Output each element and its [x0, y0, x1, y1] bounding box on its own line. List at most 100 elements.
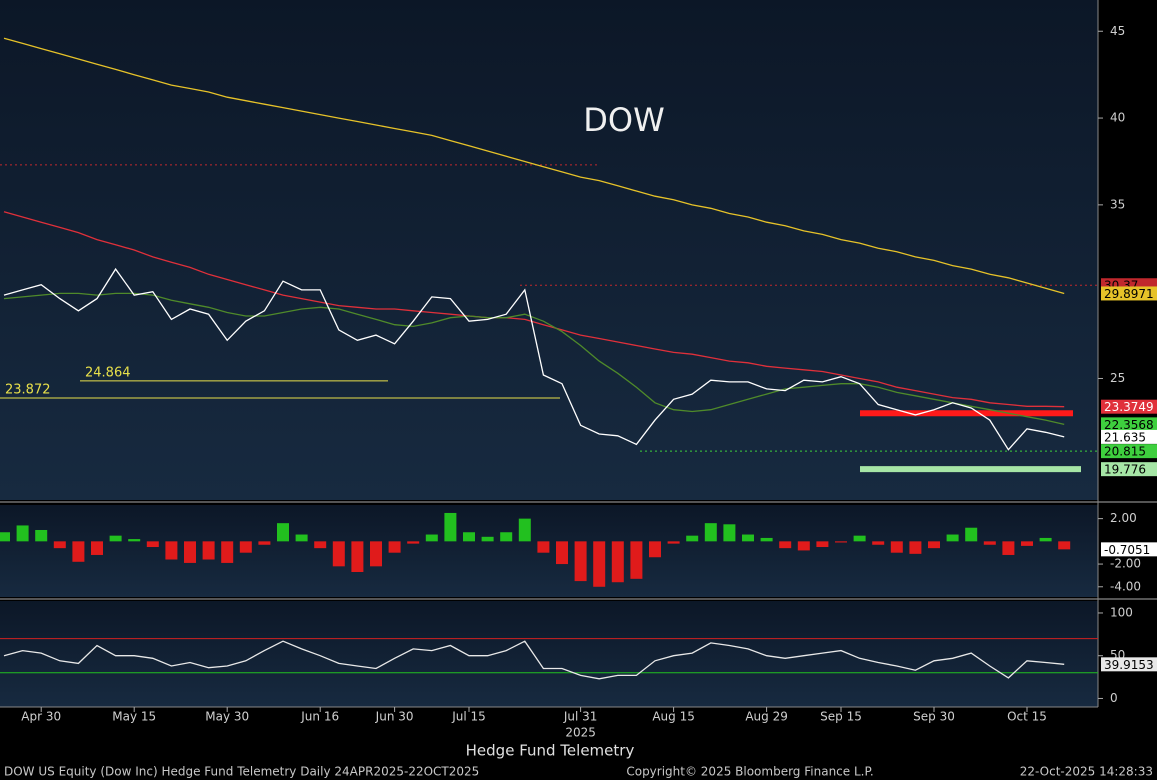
footer-right: 22-Oct-2025 14:28:33	[1020, 765, 1153, 779]
histogram-bar	[16, 525, 29, 542]
x-tick-label: Jul 31	[563, 710, 598, 724]
value-tag: 21.635	[1104, 430, 1146, 444]
oscillator-panel	[0, 601, 1098, 707]
histogram-bar	[128, 539, 141, 542]
histogram-bar	[239, 541, 252, 553]
histogram-bar	[983, 541, 996, 545]
y-tick-label: 0	[1110, 691, 1118, 705]
histogram-bar	[816, 541, 829, 548]
histogram-bar	[221, 541, 234, 563]
histogram-bar	[35, 529, 48, 542]
value-tag-bg	[1101, 429, 1157, 444]
chart-title: DOW	[583, 101, 664, 139]
y-tick-label: 45	[1110, 24, 1125, 38]
histogram-bar	[202, 541, 215, 560]
footer-left: DOW US Equity (Dow Inc) Hedge Fund Telem…	[4, 765, 479, 779]
histogram-bar	[909, 541, 922, 554]
value-tag: 20.815	[1104, 445, 1146, 459]
histogram-bar	[425, 534, 438, 542]
x-tick-label: Jul 15	[451, 710, 486, 724]
histogram-bar	[1058, 541, 1071, 550]
histogram-bar	[91, 541, 103, 555]
histogram-bar	[574, 541, 587, 582]
y-tick-label: 25	[1110, 371, 1125, 385]
x-tick-label: Jun 16	[300, 710, 339, 724]
y-tick-label: 100	[1110, 605, 1133, 619]
value-tag-bg	[1101, 657, 1157, 672]
histogram-bar	[184, 541, 196, 563]
x-axis-title: Hedge Fund Telemetry	[466, 742, 635, 760]
histogram-bar	[370, 541, 382, 567]
value-tag: 39.9153	[1104, 658, 1154, 672]
histogram-bar	[295, 534, 308, 542]
histogram-bar	[797, 541, 810, 551]
level-label: 23.872	[5, 383, 51, 398]
x-tick-label: May 15	[112, 710, 156, 724]
x-tick-label: Oct 15	[1007, 710, 1047, 724]
x-tick-label: Aug 15	[652, 710, 695, 724]
histogram-bar	[165, 541, 178, 560]
x-tick-label: Sep 30	[913, 710, 955, 724]
y-tick-label: 40	[1110, 111, 1125, 125]
histogram-bar	[1021, 541, 1033, 546]
y-tick-label: 2.00	[1110, 511, 1137, 525]
level-label: 24.864	[85, 365, 131, 380]
histogram-bar	[1002, 541, 1015, 555]
histogram-bar	[611, 541, 624, 583]
histogram-bar	[649, 541, 661, 558]
histogram-bar	[500, 532, 513, 542]
histogram-bar	[946, 534, 959, 542]
x-year-label: 2025	[565, 726, 596, 740]
series-line	[3, 37, 1065, 295]
histogram-bar	[388, 541, 401, 553]
series-line	[3, 292, 1065, 426]
y-tick-label: -2.00	[1110, 557, 1141, 571]
histogram-bar	[258, 541, 271, 545]
footer-center: Copyright© 2025 Bloomberg Finance L.P.	[626, 765, 873, 779]
histogram-bar	[518, 518, 531, 542]
x-tick-label: Apr 30	[21, 710, 61, 724]
x-tick-label: May 30	[205, 710, 249, 724]
y-tick-label: -4.00	[1110, 579, 1141, 593]
histogram-bar	[742, 534, 754, 542]
value-tag: 22.3568	[1104, 418, 1154, 432]
histogram-bar	[556, 541, 568, 565]
histogram-bar	[760, 537, 773, 542]
histogram-bar	[779, 541, 792, 549]
histogram-bar	[965, 527, 978, 542]
value-tag-bg	[1101, 444, 1157, 459]
y-tick-label: 35	[1110, 197, 1125, 211]
histogram-bar	[407, 541, 420, 544]
histogram-bar	[53, 541, 66, 549]
value-tag-bg	[1101, 399, 1157, 414]
x-tick-label: Aug 29	[745, 710, 788, 724]
histogram-bar	[109, 535, 122, 542]
histogram-bar	[444, 512, 457, 542]
value-tag: 29.8971	[1104, 287, 1154, 301]
histogram-bar	[835, 541, 847, 543]
histogram-bar	[463, 532, 475, 542]
histogram-bar	[928, 541, 940, 549]
series-line	[3, 211, 1065, 408]
histogram-bar	[277, 523, 289, 542]
histogram-bar	[351, 541, 364, 573]
histogram-bar	[146, 541, 159, 548]
histogram-bar	[593, 541, 606, 587]
histogram-bar	[481, 536, 494, 542]
histogram-bar	[537, 541, 550, 553]
value-tag: 23.3749	[1104, 400, 1154, 414]
series-line	[3, 267, 1065, 451]
value-tag-bg	[1101, 542, 1157, 557]
histogram-bar	[332, 541, 345, 567]
histogram-bar	[723, 524, 736, 542]
histogram-bar	[853, 535, 866, 542]
footer-bar	[0, 763, 1157, 780]
histogram-bar	[630, 541, 643, 579]
histogram-bar	[1039, 537, 1052, 542]
value-tag: 19.776	[1104, 463, 1146, 477]
value-tag-bg	[1101, 417, 1157, 432]
x-tick-label: Jun 30	[375, 710, 414, 724]
histogram-bar	[704, 523, 717, 542]
